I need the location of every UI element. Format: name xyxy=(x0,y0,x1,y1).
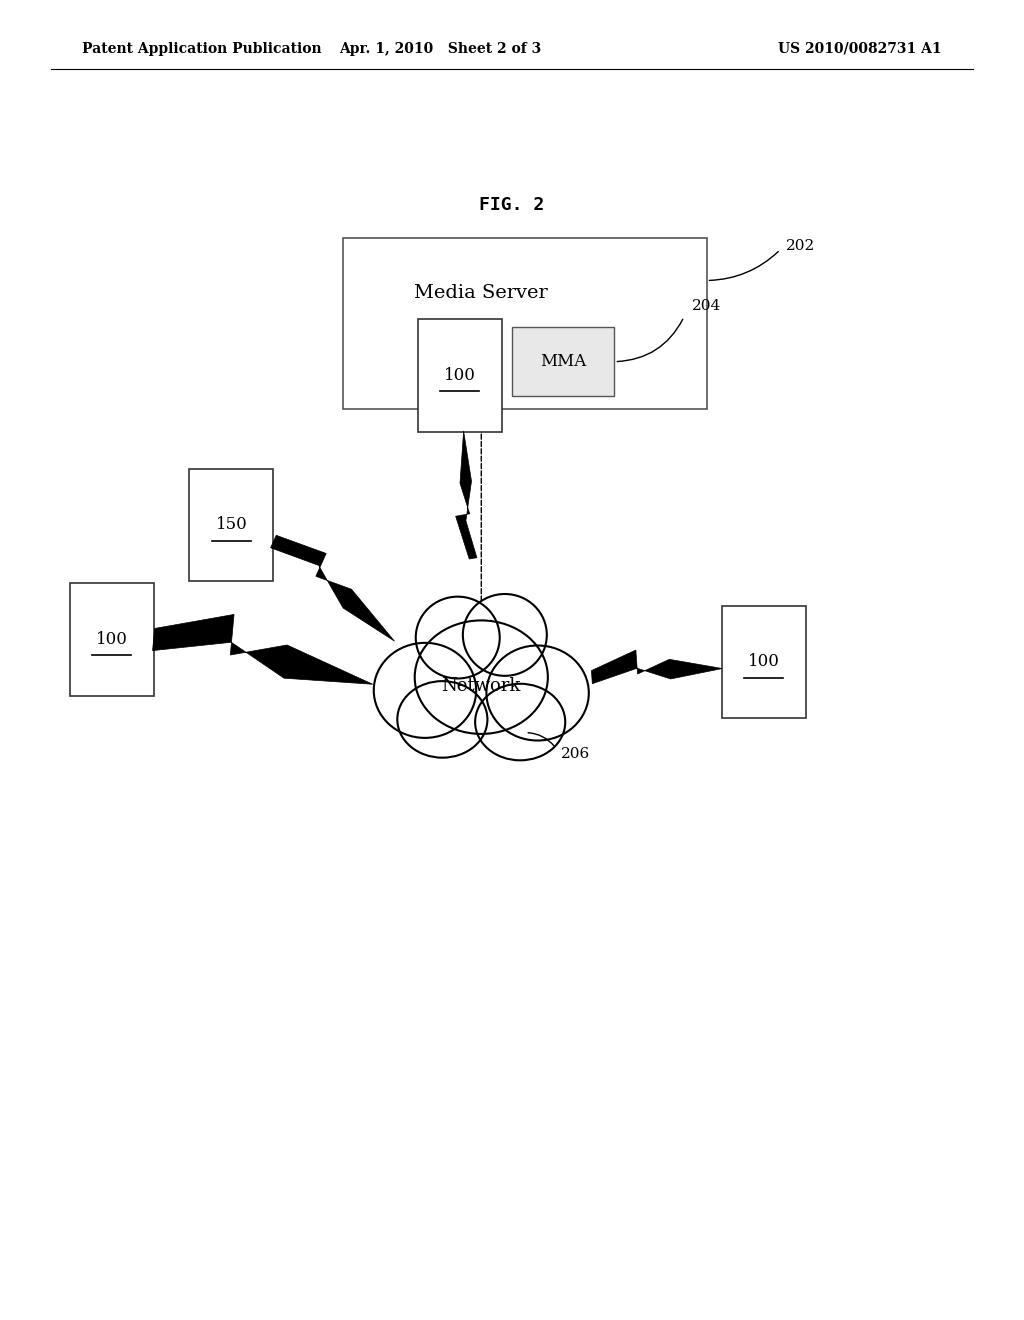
Text: US 2010/0082731 A1: US 2010/0082731 A1 xyxy=(778,42,942,55)
FancyBboxPatch shape xyxy=(722,606,806,718)
Text: Media Server: Media Server xyxy=(415,284,548,301)
FancyBboxPatch shape xyxy=(343,238,707,409)
Text: Apr. 1, 2010   Sheet 2 of 3: Apr. 1, 2010 Sheet 2 of 3 xyxy=(339,42,542,55)
Text: 206: 206 xyxy=(561,747,591,760)
Ellipse shape xyxy=(374,643,476,738)
Text: MMA: MMA xyxy=(540,354,587,370)
Text: Network: Network xyxy=(441,677,521,696)
Text: 204: 204 xyxy=(692,300,722,313)
FancyBboxPatch shape xyxy=(512,327,614,396)
Ellipse shape xyxy=(416,597,500,678)
Ellipse shape xyxy=(463,594,547,676)
FancyBboxPatch shape xyxy=(189,469,273,581)
Polygon shape xyxy=(270,536,394,642)
Text: 100: 100 xyxy=(748,653,780,671)
Text: 100: 100 xyxy=(95,631,128,648)
Text: FIG. 2: FIG. 2 xyxy=(479,195,545,214)
Ellipse shape xyxy=(486,645,589,741)
Ellipse shape xyxy=(475,684,565,760)
Ellipse shape xyxy=(397,681,487,758)
Text: 202: 202 xyxy=(786,239,816,253)
Text: 100: 100 xyxy=(443,367,476,384)
FancyBboxPatch shape xyxy=(70,583,154,696)
Polygon shape xyxy=(592,649,722,684)
Polygon shape xyxy=(153,614,373,684)
Text: Patent Application Publication: Patent Application Publication xyxy=(82,42,322,55)
Polygon shape xyxy=(456,430,477,560)
Text: 150: 150 xyxy=(215,516,248,533)
FancyBboxPatch shape xyxy=(418,319,502,432)
Ellipse shape xyxy=(415,620,548,734)
